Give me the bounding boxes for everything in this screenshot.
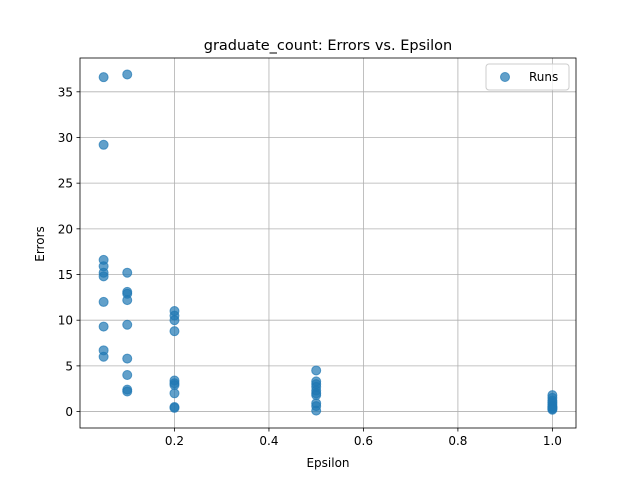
data-point — [98, 139, 109, 150]
data-point — [98, 321, 109, 332]
legend-box — [485, 63, 570, 91]
data-points — [98, 69, 558, 416]
plot-area-frame — [79, 57, 577, 429]
y-tick-label: 0 — [65, 405, 73, 419]
data-point — [122, 267, 133, 278]
data-point — [547, 404, 558, 415]
legend-label-runs: Runs — [529, 70, 558, 84]
data-point — [122, 386, 133, 397]
data-point — [169, 315, 180, 326]
data-point — [311, 390, 322, 401]
y-axis-ticks: 0 5 10 15 20 25 30 35 — [58, 85, 80, 419]
y-axis-label: Errors — [33, 226, 47, 262]
y-tick-label: 15 — [58, 268, 73, 282]
y-tick-label: 35 — [58, 85, 73, 99]
y-tick-label: 5 — [65, 359, 73, 373]
data-point — [122, 319, 133, 330]
data-point — [98, 72, 109, 83]
x-axis-label: Epsilon — [306, 456, 349, 470]
data-point — [311, 405, 322, 416]
data-point — [122, 353, 133, 364]
x-tick-label: 0.8 — [448, 434, 467, 448]
data-point — [98, 271, 109, 282]
data-point — [169, 402, 180, 413]
chart-title: graduate_count: Errors vs. Epsilon — [204, 38, 453, 54]
x-tick-label: 1.0 — [543, 434, 562, 448]
data-point — [169, 388, 180, 399]
legend: Runs — [485, 63, 570, 91]
data-point — [122, 69, 133, 80]
data-point — [169, 326, 180, 337]
x-tick-label: 0.4 — [259, 434, 278, 448]
data-point — [122, 295, 133, 306]
x-axis-ticks: 0.2 0.4 0.6 0.8 1.0 — [165, 428, 562, 448]
data-point — [122, 370, 133, 381]
x-tick-label: 0.6 — [354, 434, 373, 448]
legend-marker — [500, 72, 510, 82]
y-tick-label: 20 — [58, 222, 73, 236]
y-tick-label: 25 — [58, 177, 73, 191]
grid-lines — [80, 58, 576, 428]
data-point — [311, 365, 322, 376]
data-point — [98, 296, 109, 307]
data-point — [98, 351, 109, 362]
y-tick-label: 30 — [58, 131, 73, 145]
x-tick-label: 0.2 — [165, 434, 184, 448]
y-tick-label: 10 — [58, 314, 73, 328]
data-point — [169, 380, 180, 391]
